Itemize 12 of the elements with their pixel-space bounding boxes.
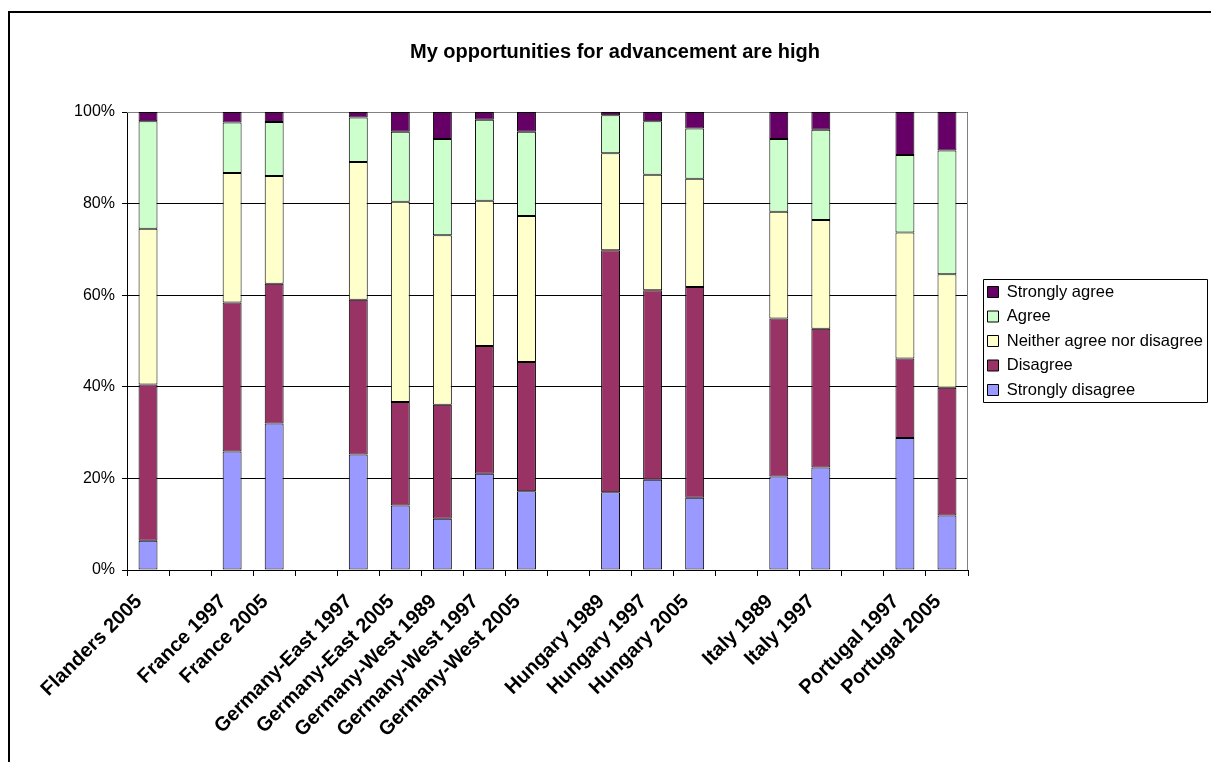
legend-label: Disagree <box>1006 355 1073 374</box>
legend-label: Neither agree nor disagree <box>1006 330 1204 349</box>
legend-label: Strongly disagree <box>1006 379 1136 398</box>
y-tick-label: 80% <box>82 194 115 212</box>
y-tick-label: 40% <box>82 377 115 395</box>
chart-title: My opportunities for advancement are high <box>409 39 821 62</box>
y-tick-label: 0% <box>91 560 115 578</box>
legend-label: Strongly agree <box>1006 281 1115 300</box>
y-tick-label: 60% <box>82 285 115 303</box>
y-tick-label: 20% <box>82 468 115 486</box>
legend-label: Agree <box>1006 306 1051 325</box>
y-tick-label: 100% <box>74 102 115 120</box>
